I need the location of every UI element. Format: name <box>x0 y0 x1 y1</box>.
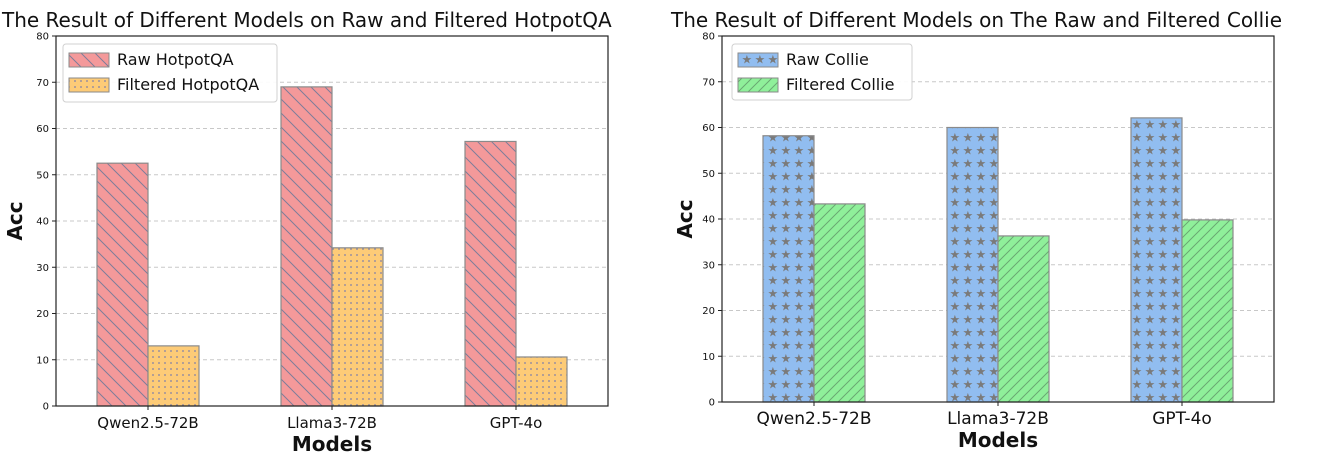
chart-collie: 0 10 20 30 40 50 60 70 80 Qwen2.5-72B Llama3-72B GP… <box>673 32 1275 452</box>
legend-label: Filtered HotpotQA <box>117 75 259 94</box>
y-tick-label: 60 <box>702 123 715 134</box>
x-tick-label: Llama3-72B <box>947 409 1049 429</box>
chart-hotpotqa: 0 10 20 30 40 50 60 70 80 Qwen2.5-72B Llama3-72B GP… <box>3 32 609 456</box>
y-tick-label: 30 <box>702 260 715 271</box>
y-tick-label: 0 <box>709 398 715 409</box>
bar-collie-1-2 <box>1181 219 1234 403</box>
bar-collie-1-0 <box>813 203 866 403</box>
chart-title-hotpotqa: The Result of Different Models on Raw an… <box>2 8 612 32</box>
bar-hotpotqa-0-2 <box>464 140 517 407</box>
x-tick-label: GPT-4o <box>490 414 543 432</box>
plot-frame <box>55 35 609 407</box>
x-axis-label: Models <box>292 432 372 456</box>
legend-swatch <box>737 77 779 93</box>
y-tick-label: 40 <box>36 217 49 228</box>
legend: Raw Collie Filtered Collie <box>731 43 913 101</box>
bar-collie-0-0 <box>762 135 815 403</box>
y-tick-label: 10 <box>702 352 715 363</box>
legend-swatch <box>68 52 110 68</box>
legend-swatch <box>737 52 779 68</box>
bar-collie-0-1 <box>946 126 999 403</box>
plot-frame <box>721 35 1275 403</box>
legend-box <box>62 43 278 103</box>
y-tick-label: 80 <box>36 32 49 43</box>
y-tick-label: 20 <box>36 309 49 320</box>
y-tick-label: 0 <box>43 402 49 413</box>
bar-hotpotqa-0-1 <box>280 86 333 407</box>
y-tick-label: 40 <box>702 215 715 226</box>
x-axis-label: Models <box>958 428 1038 452</box>
y-tick-label: 50 <box>36 170 49 181</box>
x-tick-label: Llama3-72B <box>287 414 377 432</box>
y-axis-label: Acc <box>3 201 27 240</box>
bar-hotpotqa-0-0 <box>96 162 149 407</box>
bar-hotpotqa-1-2 <box>515 356 568 407</box>
y-tick-label: 80 <box>702 32 715 43</box>
y-tick-label: 70 <box>36 78 49 89</box>
legend-label: Raw Collie <box>786 50 869 69</box>
y-tick-label: 70 <box>702 77 715 88</box>
bar-collie-1-1 <box>997 235 1050 403</box>
bar-hotpotqa-1-0 <box>147 345 200 407</box>
legend: Raw HotpotQA Filtered HotpotQA <box>62 43 278 103</box>
chart-title-collie: The Result of Different Models on The Ra… <box>671 8 1283 32</box>
y-tick-label: 10 <box>36 355 49 366</box>
bar-hotpotqa-1-1 <box>331 247 384 407</box>
bar-collie-0-2 <box>1130 117 1183 403</box>
y-tick-label: 50 <box>702 169 715 180</box>
x-tick-label: Qwen2.5-72B <box>757 409 872 429</box>
y-tick-label: 60 <box>36 124 49 135</box>
y-tick-label: 30 <box>36 263 49 274</box>
y-tick-label: 20 <box>702 306 715 317</box>
legend-swatch <box>68 77 110 93</box>
x-tick-label: GPT-4o <box>1152 409 1212 429</box>
x-tick-label: Qwen2.5-72B <box>97 414 198 432</box>
legend-label: Raw HotpotQA <box>117 50 234 69</box>
y-axis-label: Acc <box>673 199 697 238</box>
legend-label: Filtered Collie <box>786 75 895 94</box>
